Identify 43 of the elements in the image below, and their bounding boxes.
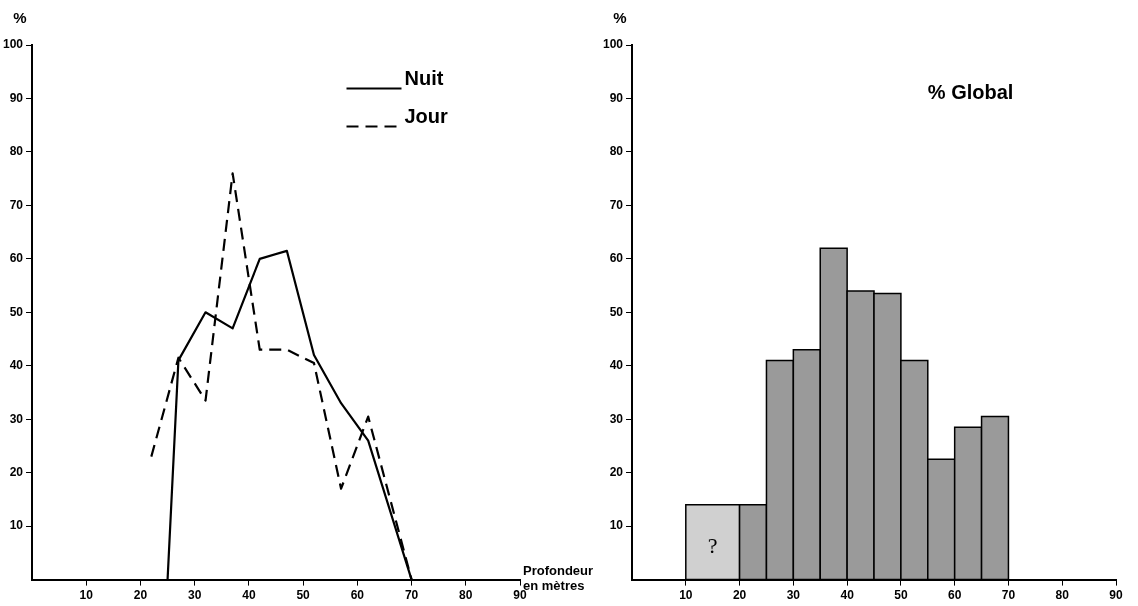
y-tick-label: 50 — [9, 304, 24, 319]
x-tick-label: 20 — [133, 588, 148, 603]
y-tick-label: 60 — [609, 251, 624, 266]
y-tick-label: 30 — [9, 411, 24, 426]
x-tick-label: 90 — [1109, 588, 1123, 603]
y-tick-label: 20 — [9, 464, 24, 479]
y-tick-label: 30 — [609, 411, 624, 426]
x-tick-label: 40 — [840, 588, 855, 603]
x-tick-label: 80 — [1055, 588, 1070, 603]
y-tick-label: 90 — [9, 90, 24, 105]
y-tick-label: 40 — [9, 358, 24, 373]
x-tick-label: 70 — [404, 588, 419, 603]
y-tick-label: 40 — [609, 358, 624, 373]
x-tick-label: 80 — [459, 588, 473, 603]
y-tick-label: 20 — [609, 464, 624, 479]
y-tick-label: 10 — [609, 518, 624, 533]
x-tick-label: 60 — [947, 588, 962, 603]
x-tick-label: 30 — [188, 588, 202, 603]
y-tick-label: 100 — [2, 37, 24, 52]
x-tick-label: 60 — [350, 588, 365, 603]
x-tick-label: 10 — [79, 588, 94, 603]
x-tick-label: 30 — [786, 588, 801, 603]
y-tick-label: 80 — [609, 144, 624, 159]
y-tick-label: 10 — [9, 518, 24, 533]
x-tick-label: 10 — [679, 588, 693, 603]
x-tick-label: 20 — [732, 588, 747, 603]
x-tick-label: 40 — [242, 588, 256, 603]
y-axis-title: % — [613, 9, 627, 27]
y-tick-label: 50 — [609, 304, 624, 319]
y-tick-label: 70 — [9, 197, 24, 212]
annotation: ? — [707, 533, 718, 559]
y-axis-title: % — [13, 9, 27, 27]
y-tick-label: 80 — [9, 144, 24, 159]
x-tick-label: 50 — [296, 588, 311, 603]
x-tick-label: 50 — [894, 588, 908, 603]
legend-label: Jour — [404, 104, 449, 127]
x-tick-label: 70 — [1001, 588, 1016, 603]
y-tick-label: 70 — [609, 197, 624, 212]
text: % Global — [927, 80, 1014, 103]
y-tick-label: 100 — [602, 37, 624, 52]
legend-label: Nuit — [404, 66, 444, 89]
y-tick-label: 90 — [609, 90, 624, 105]
y-tick-label: 60 — [9, 251, 24, 266]
